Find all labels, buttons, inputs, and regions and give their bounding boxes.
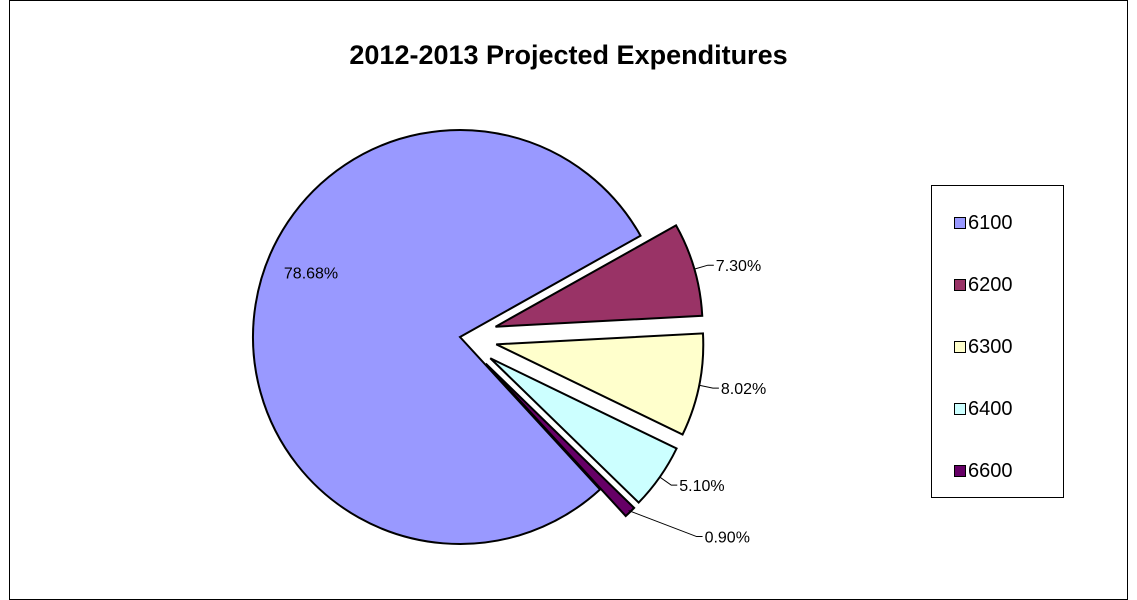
leader-line-6300 xyxy=(699,384,719,389)
pie-slice-6100 xyxy=(252,129,642,545)
legend-item-6600: 6600 xyxy=(954,459,1013,483)
legend-item-6400: 6400 xyxy=(954,397,1013,421)
legend-swatch-6200 xyxy=(954,279,966,291)
legend-label-6400: 6400 xyxy=(968,397,1013,420)
data-label-6300: 8.02% xyxy=(721,381,766,398)
legend-swatch-6100 xyxy=(954,217,966,229)
data-label-6100: 78.68% xyxy=(284,266,338,283)
legend-swatch-6300 xyxy=(954,341,966,353)
data-label-6600: 0.90% xyxy=(705,530,750,547)
chart-title: 2012-2013 Projected Expenditures xyxy=(349,40,788,70)
legend-label-6600: 6600 xyxy=(968,459,1013,482)
chart-legend: 6100 6200 6300 6400 6600 xyxy=(931,185,1064,498)
legend-swatch-6600 xyxy=(954,465,966,477)
data-label-6200: 7.30% xyxy=(716,258,761,275)
data-label-6400: 5.10% xyxy=(679,478,724,495)
pie-slice-6600 xyxy=(485,362,636,518)
legend-item-6300: 6300 xyxy=(954,335,1013,359)
pie-slice-6400 xyxy=(489,357,678,504)
leader-line-6200 xyxy=(694,264,714,270)
legend-item-6100: 6100 xyxy=(954,211,1013,235)
legend-label-6100: 6100 xyxy=(968,211,1013,234)
legend-label-6300: 6300 xyxy=(968,335,1013,358)
legend-item-6200: 6200 xyxy=(954,273,1013,297)
pie-slice-6300 xyxy=(495,332,705,436)
leader-line-6600 xyxy=(628,510,703,538)
legend-label-6200: 6200 xyxy=(968,273,1013,296)
legend-swatch-6400 xyxy=(954,403,966,415)
leader-line-6400 xyxy=(659,476,678,486)
